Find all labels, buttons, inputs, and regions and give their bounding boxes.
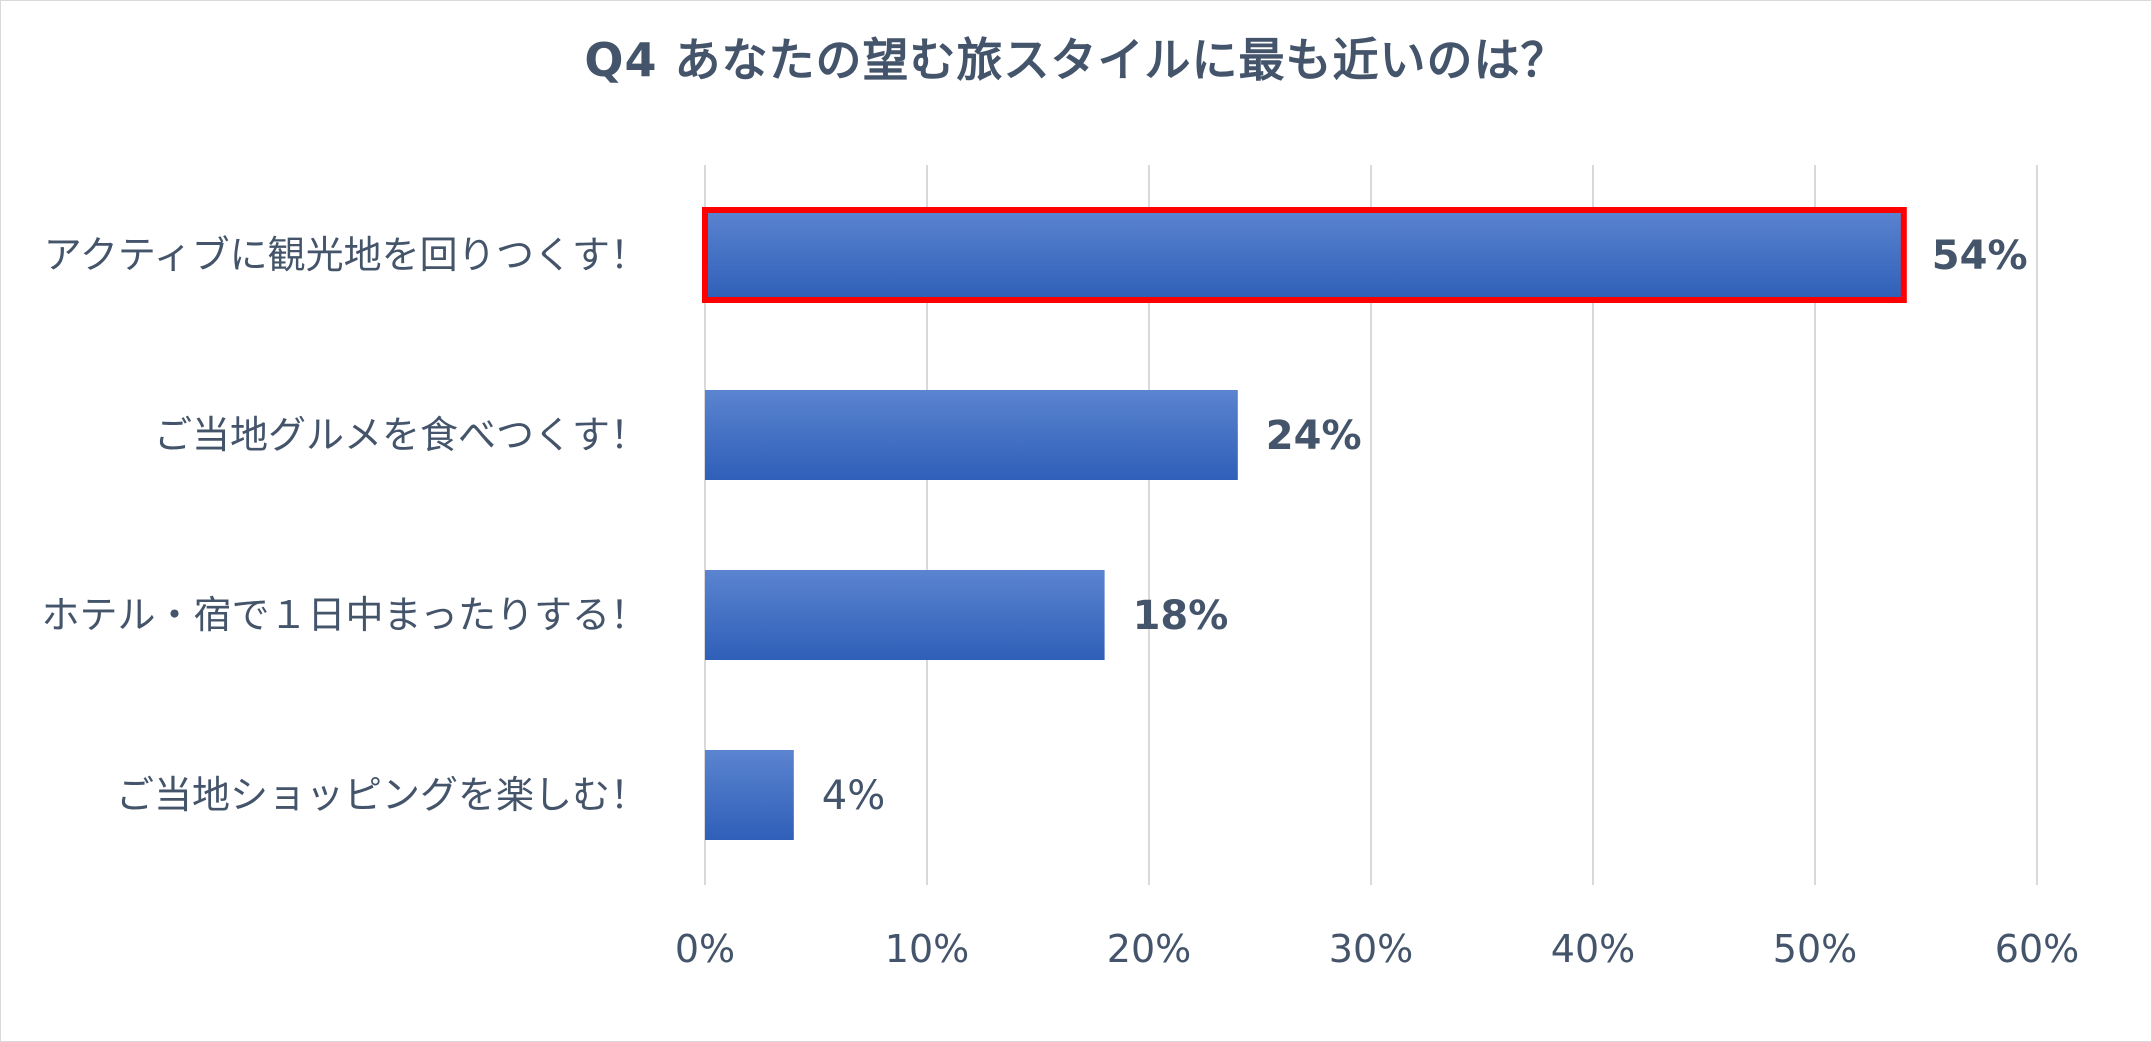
x-tick-label: 30% [1329, 927, 1413, 971]
bar [705, 570, 1105, 660]
x-tick-label: 20% [1107, 927, 1191, 971]
data-label: 4% [822, 773, 885, 819]
category-label: アクティブに観光地を回りつくす！ [44, 233, 648, 277]
category-label: ご当地ショッピングを楽しむ！ [116, 773, 648, 817]
chart-title: Q4 あなたの望む旅スタイルに最も近いのは？ [584, 33, 1568, 87]
category-label: ご当地グルメを食べつくす！ [154, 413, 648, 457]
x-tick-label: 10% [885, 927, 969, 971]
x-tick-label: 60% [1995, 927, 2079, 971]
x-tick-label: 0% [675, 927, 735, 971]
labels: 0% 10% 20% 30% 40% 50% 60% アクティブに観光地を回りつくす！ 54% ご… [42, 233, 2080, 971]
bar-highlighted [702, 207, 1907, 303]
data-label: 18% [1133, 593, 1229, 639]
data-label: 54% [1932, 233, 2028, 279]
x-tick-label: 40% [1551, 927, 1635, 971]
x-tick-label: 50% [1773, 927, 1857, 971]
bar [705, 750, 794, 840]
bars [702, 207, 1907, 840]
category-label: ホテル・宿で１日中まったりする！ [42, 593, 648, 637]
bar [705, 390, 1238, 480]
data-label: 24% [1266, 413, 1362, 459]
